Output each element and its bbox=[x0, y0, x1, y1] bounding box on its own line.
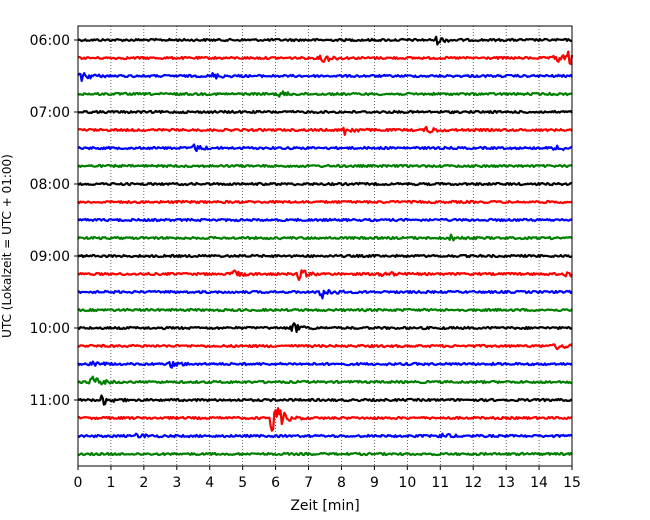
x-tick-label: 7 bbox=[304, 475, 313, 491]
trace-0700 bbox=[77, 109, 573, 115]
trace-0900 bbox=[77, 253, 573, 259]
y-tick-label: 10:00 bbox=[30, 321, 70, 337]
y-tick-label: 11:00 bbox=[30, 393, 70, 409]
plot-background bbox=[78, 26, 572, 466]
plot-frame bbox=[77, 25, 573, 467]
trace-1100 bbox=[77, 394, 573, 406]
trace-1045 bbox=[77, 375, 573, 386]
trace-0945 bbox=[77, 307, 573, 313]
trace-0600 bbox=[77, 35, 573, 46]
trace-1145 bbox=[77, 451, 573, 457]
x-axis-ticks: 0 1 2 3 4 5 6 7 8 9 10 11 12 13 14 15 bbox=[74, 466, 581, 491]
x-tick-label: 11 bbox=[431, 475, 449, 491]
y-tick-label: 07:00 bbox=[30, 105, 70, 121]
trace-0715 bbox=[77, 125, 573, 136]
trace-0915 bbox=[77, 269, 573, 281]
trace-0630 bbox=[77, 72, 573, 82]
trace-0830 bbox=[77, 217, 573, 223]
y-axis-label: UTC (Lokalzeit = UTC + 01:00) bbox=[0, 154, 14, 338]
x-axis-label: Zeit [min] bbox=[290, 498, 359, 514]
trace-1000 bbox=[77, 322, 573, 333]
trace-0745 bbox=[77, 163, 573, 169]
x-tick-label: 9 bbox=[370, 475, 379, 491]
seismogram-traces bbox=[77, 35, 574, 457]
x-tick-label: 12 bbox=[464, 475, 482, 491]
trace-0930 bbox=[77, 288, 573, 300]
trace-1130 bbox=[77, 432, 573, 439]
x-tick-label: 1 bbox=[106, 475, 115, 491]
vertical-gridlines bbox=[110, 26, 540, 466]
trace-1015 bbox=[77, 343, 573, 351]
trace-1030 bbox=[77, 360, 573, 369]
x-tick-label: 4 bbox=[205, 475, 214, 491]
y-tick-label: 06:00 bbox=[30, 33, 70, 49]
trace-0645 bbox=[77, 90, 573, 98]
trace-1115 bbox=[77, 407, 573, 432]
x-tick-label: 3 bbox=[172, 475, 181, 491]
y-axis-ticks: 06:00 07:00 08:00 09:00 10:00 11:00 bbox=[30, 33, 78, 409]
x-tick-label: 14 bbox=[530, 475, 548, 491]
trace-0615 bbox=[77, 50, 574, 66]
x-tick-label: 0 bbox=[74, 475, 83, 491]
y-tick-label: 09:00 bbox=[30, 249, 70, 265]
trace-0730 bbox=[77, 143, 573, 153]
x-tick-label: 13 bbox=[497, 475, 515, 491]
trace-0845 bbox=[77, 233, 573, 242]
trace-0815 bbox=[77, 199, 573, 205]
x-tick-label: 6 bbox=[271, 475, 280, 491]
x-tick-label: 15 bbox=[563, 475, 581, 491]
x-tick-label: 5 bbox=[238, 475, 247, 491]
x-tick-label: 8 bbox=[337, 475, 346, 491]
x-tick-label: 2 bbox=[139, 475, 148, 491]
trace-0800 bbox=[77, 181, 573, 187]
x-tick-label: 10 bbox=[398, 475, 416, 491]
y-tick-label: 08:00 bbox=[30, 177, 70, 193]
